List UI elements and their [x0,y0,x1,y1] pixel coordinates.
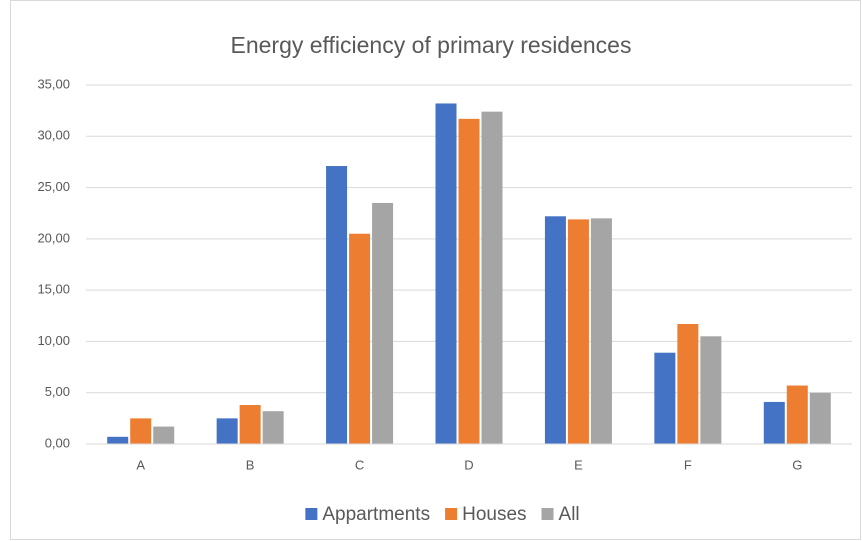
x-tick-label: G [792,457,802,472]
y-tick-label: 15,00 [37,282,70,297]
bar [677,323,699,444]
y-tick-label: 30,00 [37,128,70,143]
y-tick-label: 0,00 [45,435,70,450]
bar [239,405,261,444]
bar [786,385,808,444]
bar [326,166,348,444]
bar [435,103,457,444]
x-tick-label: C [355,457,364,472]
x-tick-label: D [464,457,473,472]
y-tick-label: 20,00 [37,230,70,245]
x-tick-label: E [574,457,583,472]
y-tick-label: 25,00 [37,179,70,194]
y-tick-label: 35,00 [37,76,70,91]
bar [654,352,676,444]
y-tick-label: 10,00 [37,333,70,348]
bar [216,418,238,444]
legend-label: All [559,504,580,525]
bar [372,202,394,444]
bar [458,118,480,444]
y-tick-label: 5,00 [45,384,70,399]
x-tick-label: B [246,457,255,472]
legend-swatch [541,508,554,520]
bar [481,111,503,444]
bar [107,436,129,444]
bar [567,219,589,444]
legend-label: Houses [462,504,526,525]
chart-title: Energy efficiency of primary residences [231,32,632,58]
bar [700,336,722,444]
bar [262,411,284,444]
x-tick-label: A [136,457,145,472]
legend-swatch [305,508,318,520]
legend-swatch [445,508,458,520]
x-tick-label: F [684,457,692,472]
bar [809,392,831,444]
bar [153,426,175,444]
legend-label: Appartments [322,504,430,525]
bar [349,233,371,444]
bar [590,218,612,444]
bar [763,401,785,444]
bar [544,216,566,444]
bar [130,418,152,444]
